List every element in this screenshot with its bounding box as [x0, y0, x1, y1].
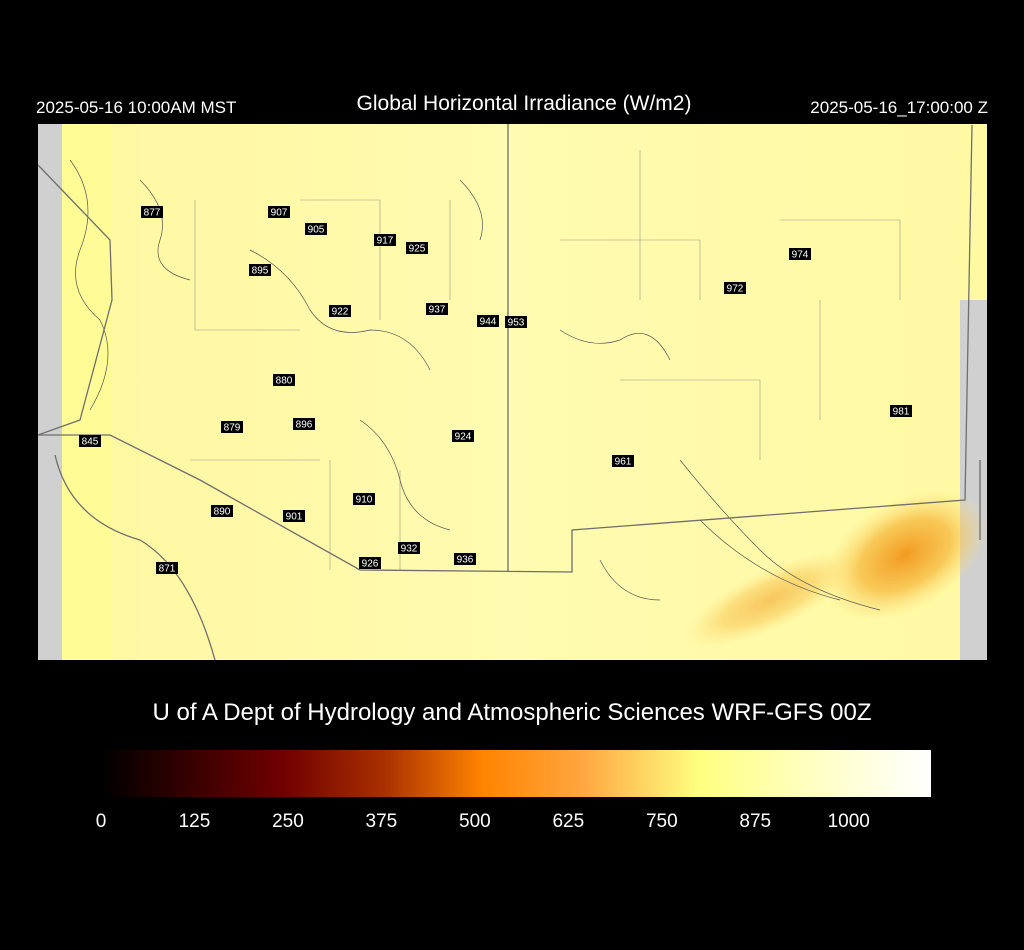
- station-value: 896: [296, 420, 313, 431]
- station-box: [156, 562, 178, 574]
- station-box: [505, 316, 527, 328]
- station-value: 961: [615, 457, 632, 468]
- station-box: [477, 315, 499, 327]
- colorbar-tick-label: 250: [272, 811, 304, 832]
- station-value: 926: [362, 559, 379, 570]
- colorbar-scale: [101, 750, 931, 797]
- station-box: [353, 493, 375, 505]
- station-box: [221, 421, 243, 433]
- station-value: 845: [82, 437, 99, 448]
- station-value: 877: [144, 208, 161, 219]
- station-value: 901: [286, 512, 303, 523]
- station-box: [426, 303, 448, 315]
- station-value: 917: [377, 236, 394, 247]
- station-box: [273, 374, 295, 386]
- station-box: [452, 430, 474, 442]
- map-title: Global Horizontal Irradiance (W/m2): [357, 92, 692, 115]
- station-value: 932: [401, 544, 418, 555]
- station-box: [454, 553, 476, 565]
- station-value: 922: [332, 307, 349, 318]
- valid-time-utc: 2025-05-16_17:00:00 Z: [810, 98, 988, 117]
- station-box: [359, 557, 381, 569]
- state-borders: [37, 124, 981, 661]
- station-value: 974: [792, 250, 809, 261]
- station-box: [890, 405, 912, 417]
- station-value: 910: [356, 495, 373, 506]
- station-value: 936: [457, 555, 474, 566]
- station-box: [329, 305, 351, 317]
- colorbar-tick-label: 0: [96, 811, 107, 832]
- colorbar-tick-label: 875: [739, 811, 771, 832]
- station-value: 937: [429, 305, 446, 316]
- station-value: 879: [224, 423, 241, 434]
- station-value: 953: [508, 318, 525, 329]
- station-value: 972: [727, 284, 744, 295]
- colorbar-tick-label: 625: [552, 811, 584, 832]
- colorbar-tick-label: 750: [646, 811, 678, 832]
- station-box: [211, 505, 233, 517]
- terrain-contours: [69, 159, 881, 611]
- valid-time-local: 2025-05-16 10:00AM MST: [36, 98, 236, 117]
- station-box: [305, 223, 327, 235]
- station-box: [283, 510, 305, 522]
- station-labels: 877 907 905 917 925 895 922 937 944 953 974 972 880 8…: [79, 206, 912, 575]
- credit: U of A Dept of Hydrology and Atmospheric…: [153, 699, 872, 726]
- station-box: [141, 206, 163, 218]
- station-value: 981: [893, 407, 910, 418]
- colorbar-tick-label: 500: [459, 811, 491, 832]
- station-value: 890: [214, 507, 231, 518]
- station-value: 907: [271, 208, 288, 219]
- station-box: [406, 242, 428, 254]
- station-value: 924: [455, 432, 472, 443]
- station-box: [398, 542, 420, 554]
- station-box: [724, 282, 746, 294]
- station-value: 871: [159, 564, 176, 575]
- station-box: [249, 264, 271, 276]
- colorbar-tick-label: 375: [366, 811, 398, 832]
- station-box: [293, 418, 315, 430]
- station-box: [268, 206, 290, 218]
- station-box: [374, 234, 396, 246]
- low-irradiance: [822, 489, 988, 621]
- station-value: 895: [252, 266, 269, 277]
- station-box: [612, 455, 634, 467]
- colorbar-tick-label: 125: [179, 811, 211, 832]
- county-lines: [190, 150, 901, 570]
- low-irradiance: [682, 551, 858, 649]
- station-value: 925: [409, 244, 426, 255]
- station-box: [79, 435, 101, 447]
- station-value: 944: [480, 317, 497, 328]
- map: [37, 124, 988, 661]
- station-value: 905: [308, 225, 325, 236]
- colorbar-tick-label: 1000: [828, 811, 870, 832]
- station-box: [789, 248, 811, 260]
- no-data: [38, 124, 62, 660]
- station-value: 880: [276, 376, 293, 387]
- colorbar: 0 125 250 375 500 625 750 875 1000: [96, 750, 931, 832]
- no-data: [960, 300, 987, 660]
